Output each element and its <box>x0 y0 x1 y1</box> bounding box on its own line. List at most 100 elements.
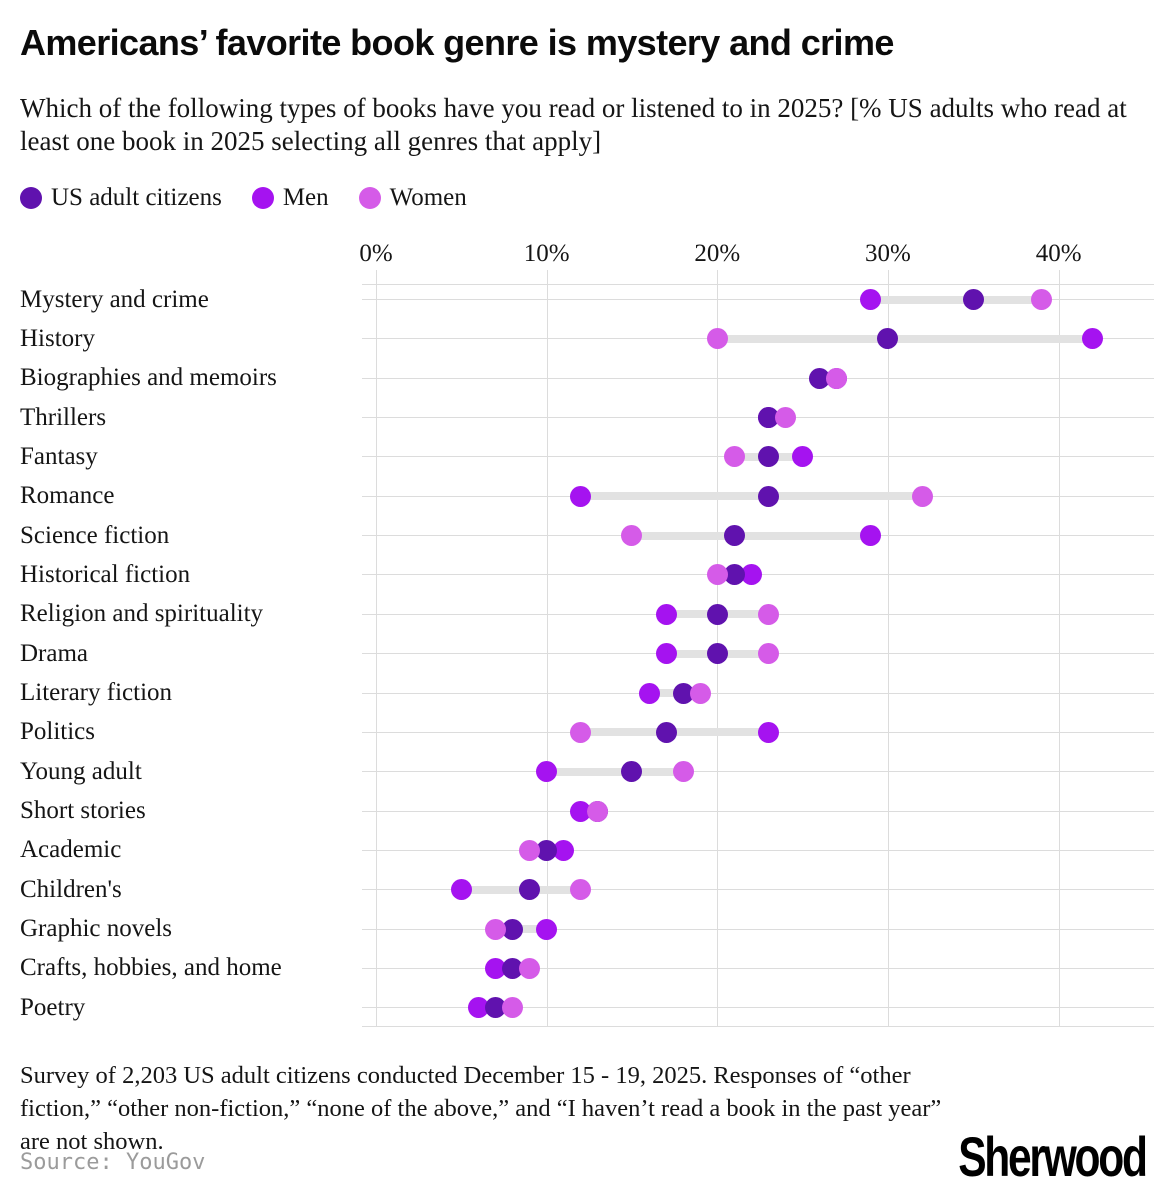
sherwood-logo: Sherwood <box>958 1125 1149 1188</box>
row-gridline <box>362 299 1154 300</box>
legend-swatch-icon <box>20 187 42 209</box>
legend-label: Men <box>282 184 329 211</box>
dot-us-adult-citizens <box>655 721 677 743</box>
dot-women <box>706 328 728 350</box>
dot-us-adult-citizens <box>621 761 643 783</box>
x-axis-tick-label: 10% <box>523 240 570 267</box>
legend-swatch-icon <box>358 187 381 209</box>
dot-men <box>740 564 762 586</box>
dot-men <box>553 839 575 861</box>
dot-women <box>570 721 592 743</box>
legend-item: Men <box>251 184 329 212</box>
row-gridline <box>362 377 1154 379</box>
category-label: Thrillers <box>20 403 107 431</box>
dot-men <box>536 761 558 783</box>
legend-swatch-icon <box>251 187 274 209</box>
dot-women <box>570 879 592 901</box>
category-label: Fantasy <box>20 442 98 470</box>
row-gridline <box>362 889 1154 891</box>
page-subtitle: Which of the following types of books ha… <box>20 93 1127 157</box>
plot-bottom-border <box>362 1026 1154 1027</box>
category-label: History <box>20 324 95 352</box>
dot-us-adult-citizens <box>502 918 524 940</box>
dot-us-adult-citizens <box>809 367 831 389</box>
dot-us-adult-citizens <box>706 603 728 625</box>
category-label: Children's <box>20 875 122 903</box>
dot-men <box>536 918 558 940</box>
source-text: Source: YouGov <box>20 1150 206 1175</box>
x-axis-tick-label: 40% <box>1035 240 1082 267</box>
dot-women <box>621 525 643 547</box>
connector-bar <box>542 767 688 776</box>
category-label: Religion and spirituality <box>20 600 264 628</box>
category-label: Historical fiction <box>20 560 191 588</box>
row-gridline <box>362 928 1154 930</box>
row-gridline <box>362 810 1154 812</box>
x-axis-tick-label: 0% <box>359 240 393 267</box>
dot-men <box>860 525 882 547</box>
dot-women <box>911 485 933 507</box>
connector-bar <box>627 531 875 540</box>
row-gridline <box>362 417 1154 419</box>
dot-women <box>775 407 797 429</box>
dot-women <box>689 682 711 704</box>
dot-men <box>570 800 592 822</box>
legend-label: US adult citizens <box>51 184 222 211</box>
legend-item: US adult citizens <box>20 184 222 212</box>
dot-us-adult-citizens <box>706 643 728 665</box>
category-label: Graphic novels <box>20 915 173 943</box>
legend-item: Women <box>358 184 467 212</box>
dot-us-adult-citizens <box>502 957 524 979</box>
dot-us-adult-citizens <box>536 839 558 861</box>
legend: US adult citizens Men Women <box>20 184 467 212</box>
category-label: Drama <box>20 639 89 667</box>
category-label: Literary fiction <box>20 679 173 706</box>
dot-us-adult-citizens <box>962 289 984 310</box>
category-label: Young adult <box>20 757 142 785</box>
category-label: Academic <box>20 836 122 864</box>
dot-men <box>450 879 472 901</box>
row-gridline <box>362 692 1154 694</box>
category-label: Mystery and crime <box>20 285 209 313</box>
dot-us-adult-citizens <box>758 407 780 429</box>
dot-men <box>638 682 660 704</box>
footer-note: Survey of 2,203 US adult citizens conduc… <box>20 1062 942 1155</box>
vertical-gridline <box>376 270 377 1026</box>
connector-bar <box>713 334 1097 343</box>
dot-women <box>826 367 848 389</box>
dot-women <box>519 839 541 861</box>
dot-women <box>502 997 524 1019</box>
x-axis-tick-label: 30% <box>865 240 911 267</box>
dot-men <box>1082 328 1104 350</box>
legend-label: Women <box>389 184 467 211</box>
plot-top-border <box>362 284 1154 285</box>
dot-us-adult-citizens <box>723 525 745 547</box>
dot-women <box>706 564 728 586</box>
dot-men <box>570 485 592 507</box>
dot-men <box>467 997 489 1019</box>
dot-men <box>655 643 677 665</box>
connector-bar <box>866 295 1046 304</box>
connector-bar <box>576 492 927 501</box>
vertical-gridline <box>887 270 889 1026</box>
dot-men <box>484 957 506 979</box>
dot-us-adult-citizens <box>519 879 541 901</box>
category-label: Science fiction <box>20 521 170 549</box>
x-axis-tick-label: 20% <box>694 240 741 267</box>
dot-women <box>672 761 694 783</box>
row-gridline <box>362 967 1154 969</box>
row-gridline <box>362 1007 1154 1009</box>
dot-us-adult-citizens <box>758 485 780 507</box>
vertical-gridline <box>546 270 548 1026</box>
category-label: Short stories <box>20 797 146 825</box>
dot-us-adult-citizens <box>672 682 694 704</box>
category-label: Crafts, hobbies, and home <box>20 954 282 982</box>
dot-us-adult-citizens <box>484 997 506 1019</box>
category-label: Biographies and memoirs <box>20 364 277 392</box>
dot-women <box>758 643 780 665</box>
row-gridline <box>362 849 1154 851</box>
dot-men <box>758 721 780 743</box>
dot-women <box>484 918 506 940</box>
row-gridline <box>362 771 1154 773</box>
